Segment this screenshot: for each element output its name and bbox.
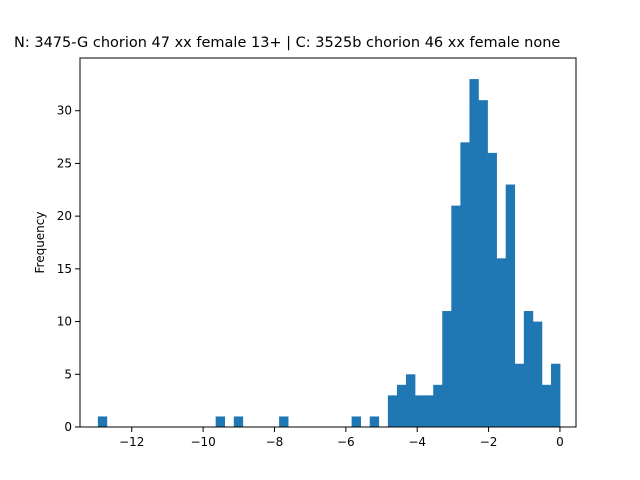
histogram-bar: [496, 258, 507, 427]
histogram-bar: [433, 384, 443, 427]
chart-title: N: 3475-G chorion 47 xx female 13+ | C: …: [14, 35, 561, 51]
x-axis-ticks: −12 −10 −8 −6 −4 −2 0: [119, 427, 564, 449]
histogram-bar: [541, 384, 552, 427]
y-tick-label: 5: [64, 367, 72, 381]
histogram-bar: [532, 321, 543, 427]
histogram-bar: [97, 416, 108, 427]
histogram-bar: [451, 205, 461, 427]
histogram-bar: [514, 363, 525, 427]
y-axis-ticks: 0 5 10 15 20 25 30: [57, 104, 80, 434]
y-tick-label: 15: [57, 262, 72, 276]
histogram-bar: [369, 416, 380, 427]
histogram-bar: [351, 416, 361, 427]
histogram-bar: [406, 374, 416, 427]
x-tick-label: −12: [119, 435, 144, 449]
histogram-bar: [478, 100, 488, 428]
histogram-bar: [442, 311, 452, 427]
histogram-bar: [523, 311, 534, 427]
y-tick-label: 0: [64, 420, 72, 434]
histogram-bar: [424, 395, 434, 427]
histogram-bar: [396, 384, 407, 427]
histogram-bar: [487, 152, 497, 427]
y-tick-label: 10: [57, 315, 72, 329]
histogram-bar: [505, 184, 516, 427]
y-tick-label: 25: [57, 156, 72, 170]
histogram-bar: [215, 416, 226, 427]
histogram-bar: [469, 79, 479, 427]
x-tick-label: −8: [266, 435, 284, 449]
histogram-bar: [551, 363, 561, 427]
y-tick-label: 20: [57, 209, 72, 223]
x-tick-label: −4: [408, 435, 426, 449]
x-tick-label: −6: [337, 435, 355, 449]
plot-frame: [79, 57, 577, 428]
histogram-bar: [387, 395, 398, 427]
x-tick-label: −10: [190, 435, 215, 449]
histogram-bar: [279, 416, 289, 427]
histogram-bar: [233, 416, 244, 427]
x-tick-label: 0: [556, 435, 564, 449]
y-tick-label: 30: [57, 104, 72, 118]
histogram-bar: [415, 395, 425, 427]
y-axis-label: Frequency: [33, 212, 47, 274]
histogram-bar: [460, 142, 470, 428]
x-tick-label: −2: [480, 435, 498, 449]
histogram-bars: [97, 79, 561, 428]
